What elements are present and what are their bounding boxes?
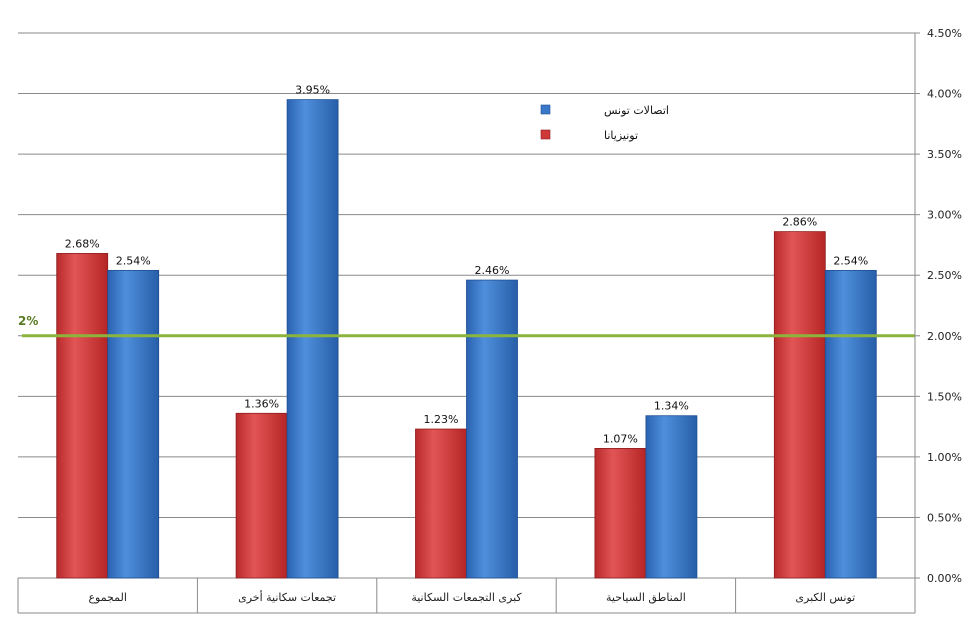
bar-series1-2 [235,412,288,579]
y-tick-label: 3.50% [927,148,962,161]
y-tick-label: 1.50% [927,390,962,403]
category-label: المناطق السياحية [606,591,686,605]
bar-series2-2 [286,99,339,579]
data-label: 1.36% [244,397,279,410]
y-tick-label: 4.00% [927,88,962,101]
legend-swatch [540,129,551,140]
data-label: 3.95% [295,84,330,97]
category-label: المجموع [88,591,126,604]
data-label: 2.54% [833,254,868,267]
legend-swatch [540,104,551,115]
y-tick-label: 0.00% [927,572,962,585]
legend-label: تونيزيانا [604,129,638,142]
category-label: كبرى التجمعات السكانية [411,591,522,604]
bar-series1-4 [594,448,647,579]
bar-series1-1 [56,253,109,579]
bar-series2-1 [107,269,160,579]
bar-series2-4 [645,415,698,579]
category-label: تونس الكبرى [795,591,855,604]
y-tick-label: 2.00% [927,330,962,343]
y-tick-label: 0.50% [927,511,962,524]
bar-series1-5 [773,231,826,579]
category-label: تجمعات سكانية أخرى [238,590,336,604]
y-tick-label: 1.00% [927,451,962,464]
data-label: 2.46% [475,264,510,277]
y-tick-label: 4.50% [927,27,962,40]
data-label: 1.07% [603,432,638,445]
bar-series2-3 [466,279,518,579]
y-tick-label: 2.50% [927,269,962,282]
bar-series1-3 [415,428,467,579]
y-tick-label: 3.00% [927,209,962,222]
data-label: 1.34% [654,400,689,413]
data-label: 1.23% [424,413,459,426]
bar-series2-5 [824,269,877,579]
legend-label: اتصالات تونس [604,104,669,117]
data-label: 2.54% [116,254,151,267]
data-label: 2.86% [782,216,817,229]
reference-line-label: 2% [18,314,38,328]
data-label: 2.68% [65,237,100,250]
